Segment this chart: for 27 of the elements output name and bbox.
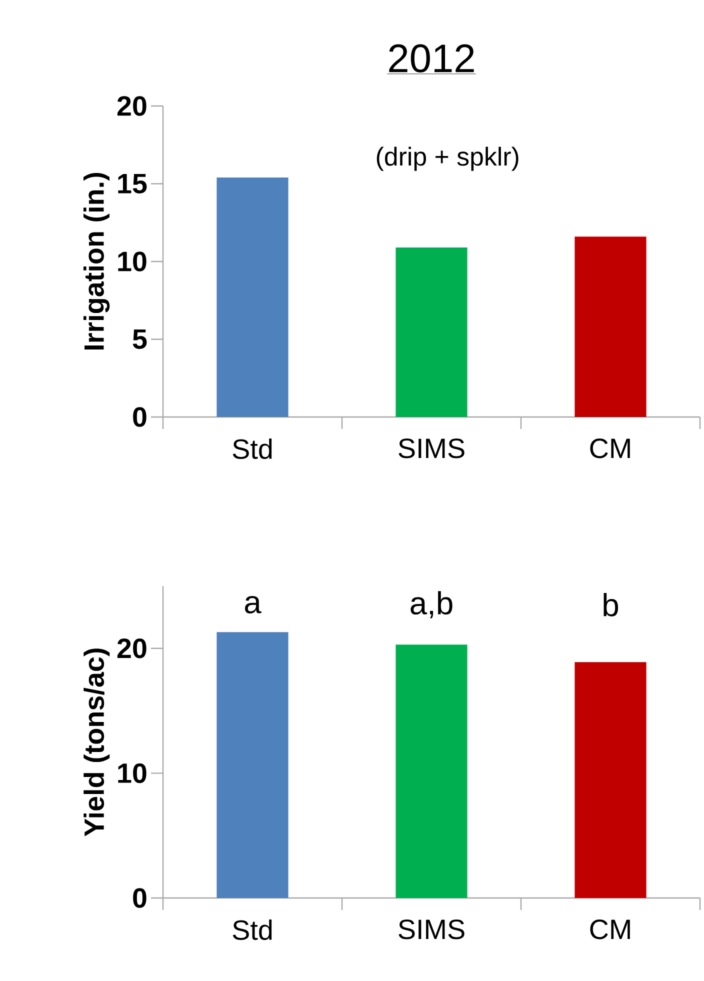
y-tick-label: 20 — [117, 96, 146, 116]
bar — [396, 247, 468, 417]
chart-title: 2012 — [389, 44, 474, 73]
x-tick-label: CM — [590, 920, 630, 940]
annotation: a,b — [410, 591, 452, 618]
bar — [574, 662, 646, 898]
x-tick-label: SIMS — [398, 920, 464, 940]
x-tick-label: SIMS — [398, 438, 464, 458]
annotation: (drip + spklr) — [376, 146, 518, 171]
y-axis-title: Irrigation (in.) — [84, 172, 110, 350]
x-tick-label: CM — [590, 438, 630, 458]
y-tick-label: 10 — [118, 763, 146, 784]
annotation: a — [244, 596, 262, 614]
bar — [216, 632, 288, 898]
annotation: b — [604, 593, 618, 616]
bar — [574, 236, 646, 417]
x-tick-label: Std — [232, 438, 272, 459]
bar — [216, 178, 288, 417]
y-axis-title: Yield (tons/ac) — [84, 648, 110, 836]
x-tick-label: Std — [232, 920, 272, 940]
y-tick-label: 5 — [132, 330, 147, 349]
y-tick-label: 0 — [133, 407, 146, 427]
y-tick-label: 10 — [118, 252, 146, 272]
bar — [396, 644, 468, 898]
y-tick-label: 20 — [117, 638, 146, 658]
y-tick-label: 15 — [118, 174, 147, 194]
y-tick-label: 0 — [133, 888, 146, 908]
